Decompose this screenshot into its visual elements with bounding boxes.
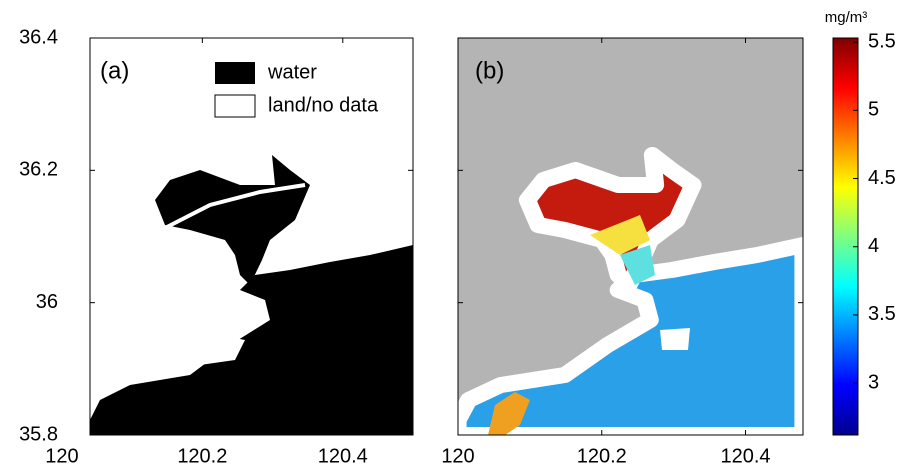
concentration-map [458, 38, 803, 435]
legend-swatch [215, 95, 255, 117]
colorbar-unit: mg/m³ [825, 9, 868, 26]
x-tick-label: 120.4 [720, 445, 770, 467]
y-tick-label: 36.4 [19, 26, 58, 48]
colorbar-tick-label: 4 [868, 235, 879, 257]
x-tick-label: 120 [45, 445, 78, 467]
colorbar [833, 38, 858, 435]
colorbar-tick-label: 3 [868, 371, 879, 393]
panel-label: (a) [100, 57, 129, 84]
legend-swatch [215, 62, 255, 84]
colorbar-tick-label: 5 [868, 99, 879, 121]
colorbar-tick-label: 4.5 [868, 167, 896, 189]
colorbar-tick-label: 5.5 [868, 30, 896, 52]
x-tick-label: 120.4 [318, 445, 368, 467]
legend-label: water [267, 61, 317, 83]
figure: water land/no data (a) (b) mg/m³ 120 120.… [0, 0, 901, 471]
x-tick-label: 120.2 [577, 445, 627, 467]
y-tick-label: 36.2 [19, 159, 58, 181]
x-tick-label: 120 [441, 445, 474, 467]
legend-label: land/no data [268, 94, 379, 116]
y-tick-label: 36 [36, 291, 58, 313]
y-tick-label: 35.8 [19, 423, 58, 445]
x-tick-label: 120.2 [177, 445, 227, 467]
colorbar-tick-label: 3.5 [868, 303, 896, 325]
panel-label: (b) [475, 57, 504, 84]
